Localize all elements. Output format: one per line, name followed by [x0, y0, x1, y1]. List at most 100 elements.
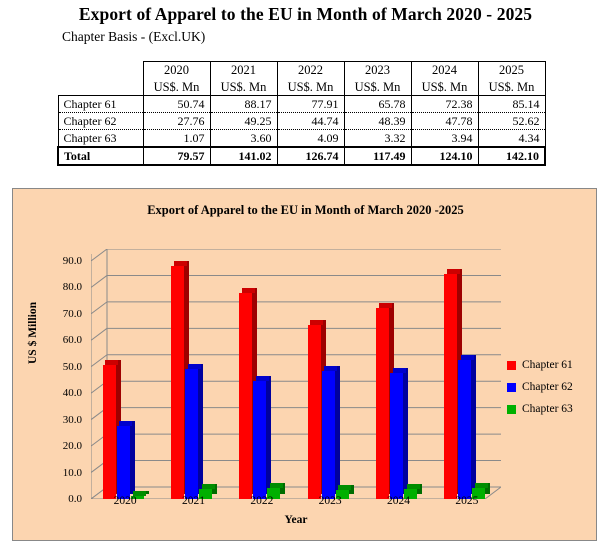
- x-axis-tick-label: 2023: [318, 495, 342, 507]
- table-header: 2020 2021 2022 2023 2024 2025 US$. Mn US…: [58, 61, 546, 96]
- bar-face: [444, 273, 458, 499]
- y-axis-tick-label: 20.0: [62, 440, 82, 453]
- legend-item-chapter-62[interactable]: Chapter 62: [507, 376, 597, 398]
- bar-side: [198, 363, 203, 494]
- chart-panel: Export of Apparel to the EU in Month of …: [12, 188, 597, 541]
- column-header-year: 2025: [477, 61, 546, 79]
- cell-value: 3.60: [210, 129, 278, 147]
- column-header-unit: US$. Mn: [410, 78, 479, 96]
- bar-top: [392, 367, 406, 373]
- x-axis-tick-label: 2025: [455, 495, 479, 507]
- cell-value: 3.94: [411, 129, 479, 147]
- chart-legend: Chapter 61 Chapter 62 Chapter 63: [507, 354, 597, 420]
- cell-value: 72.38: [411, 95, 479, 113]
- column-header-unit: US$. Mn: [209, 78, 278, 96]
- axis-scaffold: [91, 249, 501, 499]
- bar-face: [472, 487, 486, 499]
- table-row: Chapter 62 27.76 49.25 44.74 48.39 47.78…: [57, 112, 546, 130]
- table-corner-cell-units: [58, 78, 143, 96]
- y-axis-tick-label: 10.0: [62, 466, 82, 479]
- bar-face: [390, 372, 403, 499]
- cell-value: 85.14: [478, 95, 546, 113]
- cell-value-total: 124.10: [411, 146, 479, 166]
- bar-top: [173, 260, 187, 266]
- legend-label: Chapter 61: [522, 359, 573, 371]
- bar-face: [171, 265, 184, 499]
- x-axis-tick-label: 2020: [113, 495, 137, 507]
- legend-item-chapter-63[interactable]: Chapter 63: [507, 398, 597, 420]
- legend-item-chapter-61[interactable]: Chapter 61: [507, 354, 597, 376]
- legend-label: Chapter 62: [522, 381, 573, 393]
- column-header-year: 2024: [410, 61, 479, 79]
- legend-swatch-icon: [507, 360, 516, 370]
- bar-top: [269, 483, 283, 489]
- bar-top: [255, 375, 269, 381]
- cell-value: 88.17: [210, 95, 278, 113]
- bar-top: [187, 363, 201, 369]
- x-axis-tick-label: 2021: [182, 495, 205, 507]
- bar-chapter-61-2025: [444, 268, 463, 499]
- bar-side: [471, 354, 477, 494]
- bar-face: [307, 325, 321, 499]
- legend-swatch-icon: [507, 404, 516, 414]
- row-label: Chapter 62: [57, 112, 144, 130]
- page-subtitle: Chapter Basis - (Excl.UK): [62, 29, 206, 44]
- bar-chapter-61-2020: [102, 359, 121, 499]
- cell-value: 4.09: [277, 129, 345, 147]
- bar-top: [201, 484, 215, 490]
- bar-top: [241, 287, 255, 293]
- bar-face: [102, 364, 116, 499]
- x-axis-tick-label: 2022: [250, 495, 274, 507]
- column-header-unit: US$. Mn: [343, 78, 412, 96]
- cell-value: 48.39: [344, 112, 412, 130]
- bar-top: [474, 482, 488, 488]
- bar-side: [266, 375, 272, 494]
- cell-value: 65.78: [344, 95, 412, 113]
- row-label: Chapter 61: [57, 95, 144, 113]
- cell-value-total: 126.74: [277, 146, 345, 166]
- bar-face: [185, 368, 198, 499]
- y-axis-tick-label: 80.0: [62, 281, 82, 294]
- cell-value-total: 142.10: [478, 146, 546, 166]
- bar-chapter-63-2025: [472, 482, 491, 499]
- bar-face: [130, 496, 144, 499]
- x-axis-title: Year: [284, 514, 308, 526]
- legend-swatch-icon: [507, 382, 516, 392]
- bar-chapter-61-2023: [307, 320, 326, 499]
- bar-face: [321, 371, 335, 499]
- cell-value: 44.74: [277, 112, 345, 130]
- bar-chapter-61-2024: [376, 302, 394, 499]
- bar-side: [417, 483, 422, 494]
- bar-chapter-63-2024: [404, 483, 422, 499]
- bar-face: [458, 359, 472, 499]
- bar-side: [348, 485, 354, 494]
- bar-face: [199, 489, 212, 499]
- column-header-unit: US$. Mn: [142, 78, 211, 96]
- bar-chapter-62-2025: [458, 354, 477, 499]
- table-corner-cell: [58, 61, 143, 79]
- bar-top: [338, 485, 352, 491]
- bar-top: [133, 491, 147, 497]
- cell-value: 52.62: [478, 112, 546, 130]
- bar-side: [403, 367, 408, 494]
- bar-chapter-62-2022: [253, 375, 272, 499]
- table-header-row-years: 2020 2021 2022 2023 2024 2025: [58, 61, 546, 79]
- cell-value: 47.78: [411, 112, 479, 130]
- cell-value: 49.25: [210, 112, 278, 130]
- bar-chapter-61-2022: [239, 287, 258, 499]
- cell-value: 4.34: [478, 129, 546, 147]
- bar-top: [460, 354, 474, 360]
- y-axis-tick-label: 90.0: [62, 255, 82, 267]
- bar-chapter-62-2023: [321, 366, 340, 499]
- y-axis-title: US $ Million: [27, 302, 39, 364]
- bar-face: [253, 380, 267, 499]
- table-row: Chapter 63 1.07 3.60 4.09 3.32 3.94 4.34: [57, 129, 546, 147]
- cell-value: 27.76: [143, 112, 211, 130]
- data-table-container: 2020 2021 2022 2023 2024 2025 US$. Mn US…: [57, 61, 546, 166]
- bar-side: [129, 420, 135, 494]
- cell-value: 77.91: [277, 95, 345, 113]
- chart-title: Export of Apparel to the EU in Month of …: [147, 203, 464, 217]
- cell-value-total: 79.57: [143, 146, 211, 166]
- bar-chapter-62-2024: [390, 367, 408, 499]
- bar-chapter-62-2021: [185, 363, 203, 499]
